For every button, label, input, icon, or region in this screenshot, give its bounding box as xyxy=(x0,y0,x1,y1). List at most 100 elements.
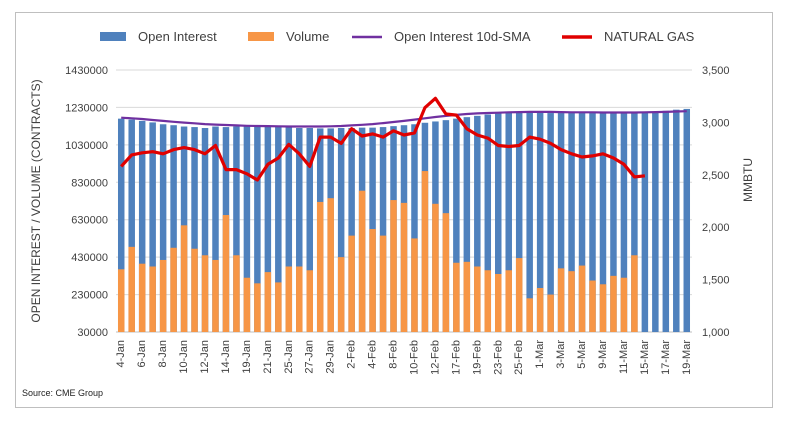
volume-bar xyxy=(379,235,387,332)
x-tick-label: 19-Feb xyxy=(471,340,483,375)
volume-bar xyxy=(432,203,439,332)
open-interest-bar xyxy=(117,118,125,333)
open-interest-bar xyxy=(159,124,167,333)
open-interest-bar xyxy=(505,112,512,332)
x-axis: 4-Jan 6-Jan 8-Jan 10-Jan 12-Jan 14-Jan 19-Jan 2… xyxy=(115,340,693,375)
volume-bar xyxy=(442,213,450,332)
open-interest-bar xyxy=(652,111,659,332)
x-tick-label: 5-Mar xyxy=(576,340,588,369)
volume-series xyxy=(117,171,638,332)
volume-bar xyxy=(222,215,230,332)
left-axis-title: OPEN INTEREST / VOLUME (CONTRACTS) xyxy=(29,79,43,322)
x-tick-label: 9-Mar xyxy=(597,340,609,369)
open-interest-bar xyxy=(254,126,261,333)
open-interest-bar xyxy=(285,127,293,332)
open-interest-bar xyxy=(589,113,596,333)
volume-bar xyxy=(589,280,596,332)
x-tick-label: 8-Feb xyxy=(388,340,400,369)
volume-bar xyxy=(285,266,293,332)
volume-bar xyxy=(180,225,188,332)
volume-bar xyxy=(149,266,156,332)
volume-bar xyxy=(264,272,272,332)
open-interest-bar xyxy=(620,113,628,332)
x-tick-label: 6-Jan xyxy=(136,340,148,368)
volume-bar xyxy=(505,270,512,332)
volume-bar xyxy=(316,201,324,332)
left-tick-label: 430000 xyxy=(71,252,108,264)
natural-gas-line xyxy=(120,96,646,182)
open-interest-bar xyxy=(526,111,533,332)
open-interest-bar xyxy=(212,126,219,332)
legend-item-oi-sma: Open Interest 10d-SMA xyxy=(352,29,531,44)
right-tick-label: 2,000 xyxy=(702,222,730,234)
volume-bar xyxy=(526,298,533,332)
legend-swatch xyxy=(248,32,274,41)
volume-bar xyxy=(411,238,418,332)
volume-bar xyxy=(275,282,282,332)
volume-bar xyxy=(117,269,125,332)
volume-bar xyxy=(484,270,492,332)
open-interest-bar xyxy=(463,117,471,332)
legend-label: Open Interest xyxy=(138,29,217,44)
open-interest-bar xyxy=(453,118,460,333)
volume-bar xyxy=(243,277,251,332)
x-tick-label: 17-Mar xyxy=(660,340,672,375)
volume-bar xyxy=(390,200,397,332)
volume-bar xyxy=(191,248,198,332)
x-tick-label: 21-Jan xyxy=(262,340,274,374)
volume-bar xyxy=(254,283,261,332)
right-tick-label: 1,500 xyxy=(702,275,730,287)
legend-swatch xyxy=(100,32,126,41)
x-tick-label: 12-Jan xyxy=(199,340,211,374)
left-tick-label: 30000 xyxy=(77,327,108,339)
open-interest-bar xyxy=(411,124,418,333)
x-tick-label: 12-Feb xyxy=(429,340,441,375)
volume-bar xyxy=(138,263,146,332)
open-interest-bar xyxy=(264,126,272,333)
volume-bar xyxy=(369,229,376,332)
open-interest-bar xyxy=(673,109,680,332)
legend-item-natural-gas: NATURAL GAS xyxy=(562,29,695,44)
open-interest-bar xyxy=(610,113,617,333)
open-interest-bar xyxy=(191,127,198,332)
open-interest-bar xyxy=(515,112,523,332)
open-interest-bar xyxy=(599,113,607,332)
volume-bar xyxy=(348,235,355,332)
open-interest-bar xyxy=(306,128,313,332)
left-tick-label: 630000 xyxy=(71,215,108,227)
open-interest-bar xyxy=(536,112,544,332)
x-tick-label: 19-Mar xyxy=(681,340,693,375)
volume-bar xyxy=(620,277,628,332)
open-interest-bar xyxy=(641,112,649,332)
open-interest-bar xyxy=(631,112,638,332)
right-tick-label: 1,000 xyxy=(702,327,730,339)
left-tick-label: 230000 xyxy=(71,290,108,302)
open-interest-bar xyxy=(233,126,240,332)
x-tick-label: 4-Jan xyxy=(115,340,127,368)
open-interest-bar xyxy=(337,128,345,332)
open-interest-bar xyxy=(578,113,586,333)
open-interest-bar xyxy=(296,128,303,332)
right-tick-label: 3,000 xyxy=(702,117,730,129)
volume-bar xyxy=(547,294,554,332)
open-interest-bar xyxy=(557,113,565,333)
right-axis-title: MMBTU xyxy=(741,158,755,202)
x-tick-label: 11-Mar xyxy=(618,340,630,374)
volume-bar xyxy=(170,247,177,332)
open-interest-bar xyxy=(149,122,156,333)
volume-bar xyxy=(515,258,523,332)
open-interest-bar xyxy=(201,128,209,332)
open-interest-bar xyxy=(474,115,481,332)
open-interest-bar xyxy=(683,108,691,332)
volume-bar xyxy=(212,259,219,332)
volume-bar xyxy=(536,288,544,332)
volume-bar xyxy=(453,262,460,332)
x-tick-label: 3-Mar xyxy=(555,340,567,369)
volume-bar xyxy=(201,255,209,332)
open-interest-bar xyxy=(170,125,177,332)
legend-label: Volume xyxy=(286,29,329,44)
x-tick-label: 10-Jan xyxy=(178,340,190,374)
x-tick-label: 14-Jan xyxy=(220,340,232,374)
line-series xyxy=(120,96,687,182)
